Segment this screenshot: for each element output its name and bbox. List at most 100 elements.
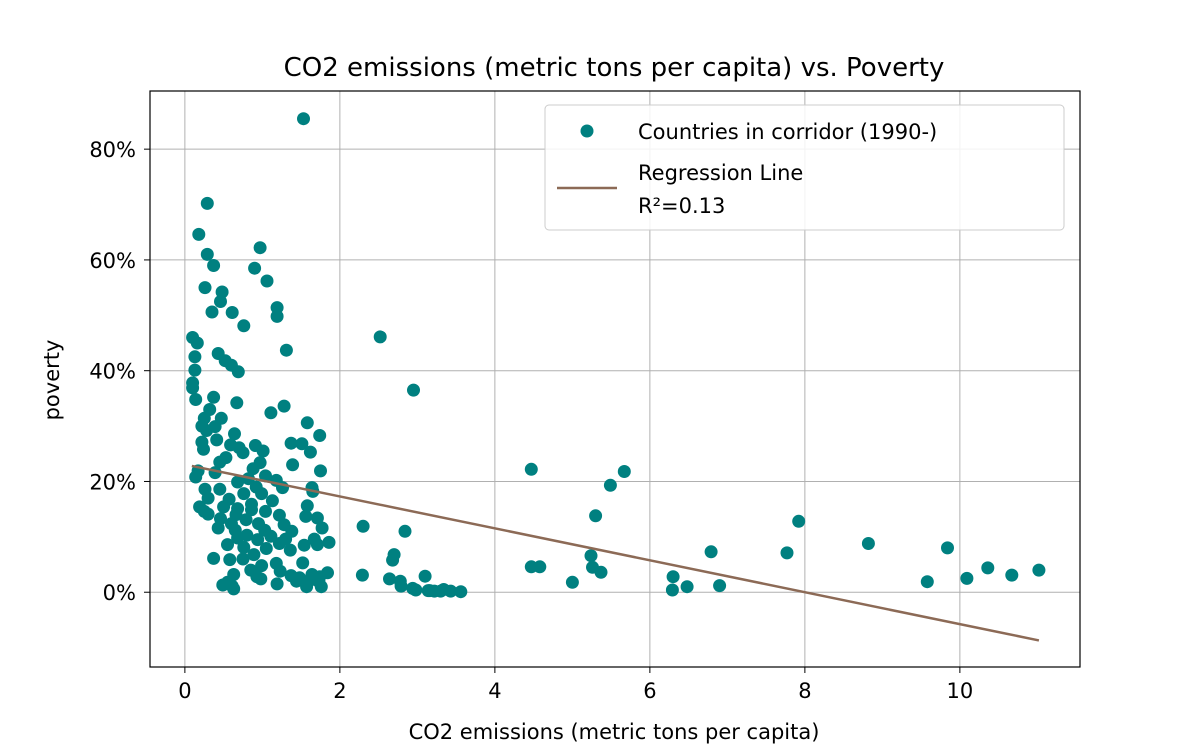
data-point <box>383 572 396 586</box>
data-point <box>589 509 603 523</box>
data-point <box>355 568 369 582</box>
data-point <box>409 583 423 597</box>
data-point <box>213 455 227 469</box>
data-point <box>524 462 538 476</box>
data-point <box>213 482 227 496</box>
data-point <box>231 531 245 545</box>
data-point <box>259 504 272 518</box>
data-point <box>231 365 245 379</box>
data-point <box>245 503 258 517</box>
data-point <box>207 390 221 404</box>
data-point <box>584 549 598 563</box>
regression-line <box>191 464 1040 642</box>
data-point <box>279 343 293 357</box>
data-point <box>792 514 806 528</box>
data-point <box>356 519 370 533</box>
x-tick-label: 4 <box>488 679 501 703</box>
data-point <box>247 548 261 562</box>
data-point <box>189 470 203 484</box>
data-point <box>201 507 215 521</box>
data-point <box>236 446 250 460</box>
x-tick-label: 8 <box>798 679 811 703</box>
data-point <box>407 383 420 397</box>
y-tick-label: 80% <box>89 138 136 162</box>
data-point <box>251 533 265 547</box>
data-point <box>533 560 547 574</box>
data-point <box>284 436 298 450</box>
data-point <box>189 393 203 406</box>
y-tick-label: 60% <box>89 249 136 273</box>
data-point <box>254 572 268 586</box>
data-point <box>186 381 200 395</box>
data-point <box>299 509 313 523</box>
axis-ticks: 0 2 4 6 8 10 0% 20% 40% 60% 80% <box>89 138 973 703</box>
y-tick-label: 40% <box>89 360 136 384</box>
data-point <box>264 406 278 420</box>
data-point <box>260 274 274 288</box>
data-point <box>201 491 215 505</box>
data-point <box>246 462 260 476</box>
data-point <box>310 538 324 552</box>
data-point <box>236 552 250 566</box>
data-point <box>861 537 875 550</box>
data-point <box>255 487 269 501</box>
data-point <box>421 584 435 598</box>
data-point <box>290 574 303 588</box>
data-point <box>680 580 694 594</box>
data-point <box>217 500 231 514</box>
y-axis-label: poverty <box>40 340 64 421</box>
data-point <box>666 570 680 584</box>
data-point <box>197 442 210 456</box>
x-tick-label: 6 <box>643 679 656 703</box>
data-point <box>214 295 227 308</box>
data-point <box>1032 563 1046 577</box>
data-point <box>295 437 309 451</box>
data-point <box>398 524 412 538</box>
data-point <box>565 575 579 589</box>
data-point <box>283 543 297 557</box>
legend-marker-scatter <box>580 124 594 138</box>
data-point <box>248 261 262 275</box>
data-point <box>265 494 279 508</box>
data-point <box>228 427 241 441</box>
data-point <box>205 305 219 319</box>
data-point <box>264 529 278 543</box>
data-point <box>277 399 291 413</box>
data-point <box>704 545 718 559</box>
data-point <box>231 475 245 489</box>
data-point <box>314 464 327 478</box>
data-point <box>188 350 202 364</box>
data-point <box>713 579 727 593</box>
data-point <box>313 429 327 442</box>
data-point <box>941 541 954 555</box>
data-point <box>296 556 310 570</box>
data-point <box>270 309 284 323</box>
y-tick-label: 0% <box>103 581 136 605</box>
data-point <box>454 585 468 599</box>
regression-line-layer <box>191 464 1040 642</box>
x-axis-label: CO2 emissions (metric tons per capita) <box>409 720 820 744</box>
data-point <box>437 583 451 596</box>
data-point <box>259 542 273 555</box>
data-point <box>1005 568 1019 582</box>
data-point <box>418 569 432 583</box>
data-point <box>297 538 311 552</box>
data-point <box>273 564 287 578</box>
data-point <box>200 424 214 437</box>
x-tick-label: 10 <box>947 679 974 703</box>
data-point <box>259 469 272 483</box>
legend-label-scatter: Countries in corridor (1990-) <box>638 120 937 144</box>
legend-label-r-squared: R²=0.13 <box>638 194 725 218</box>
data-point <box>221 538 234 552</box>
data-point <box>230 396 244 410</box>
data-point <box>207 259 221 272</box>
data-point <box>300 499 314 513</box>
data-point <box>373 330 387 344</box>
data-point <box>237 540 251 554</box>
data-point <box>237 319 251 333</box>
data-point <box>303 445 317 459</box>
data-point <box>314 580 328 594</box>
chart-title: CO2 emissions (metric tons per capita) v… <box>284 53 945 83</box>
data-point <box>190 336 204 350</box>
data-point <box>394 579 408 593</box>
